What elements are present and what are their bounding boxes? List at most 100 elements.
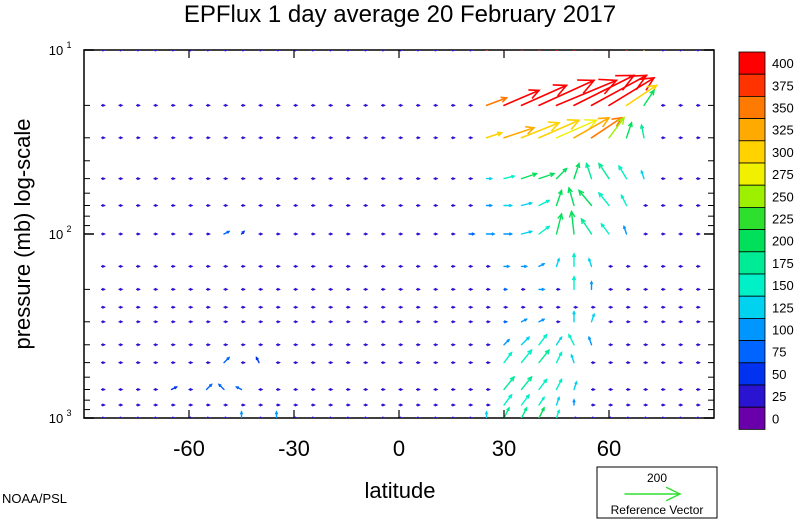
flux-vector xyxy=(170,103,176,108)
flux-vector xyxy=(135,287,141,292)
flux-vector xyxy=(568,209,576,235)
flux-vector xyxy=(380,387,386,392)
flux-vector xyxy=(345,103,351,108)
flux-vector xyxy=(153,176,159,181)
colorbar-label: 150 xyxy=(772,278,794,293)
colorbar-swatch xyxy=(738,406,766,430)
flux-vector xyxy=(118,103,124,108)
flux-vector xyxy=(293,416,299,418)
flux-vector xyxy=(660,176,666,181)
colorbar-label: 100 xyxy=(772,323,794,338)
flux-vector xyxy=(328,387,334,392)
flux-vector xyxy=(275,50,281,52)
flux-vector xyxy=(310,103,316,108)
flux-vector xyxy=(590,360,596,365)
flux-vector xyxy=(240,360,246,365)
flux-vector xyxy=(398,305,404,309)
flux-vector xyxy=(240,203,246,208)
flux-vector xyxy=(485,305,491,309)
flux-vector xyxy=(485,232,496,236)
flux-vector xyxy=(188,50,194,52)
flux-vector xyxy=(170,343,176,347)
reference-vector-box: 200 Reference Vector xyxy=(596,466,718,519)
colorbar-label: 400 xyxy=(772,56,794,71)
flux-vector xyxy=(328,343,334,347)
flux-vector xyxy=(235,386,243,391)
flux-vector xyxy=(240,343,246,347)
flux-vector xyxy=(625,121,633,139)
flux-vector xyxy=(100,232,106,236)
flux-vector xyxy=(328,305,334,309)
flux-vector xyxy=(695,387,701,392)
flux-vector xyxy=(223,103,229,108)
flux-vector xyxy=(118,203,124,208)
flux-vector xyxy=(678,387,684,392)
flux-vector xyxy=(695,416,701,418)
y-tick-exponent: 2 xyxy=(66,224,71,234)
flux-vector xyxy=(660,343,666,347)
flux-vector xyxy=(538,119,581,139)
flux-vector xyxy=(608,264,614,269)
flux-vector xyxy=(538,172,556,180)
flux-vector xyxy=(293,305,299,309)
flux-vector xyxy=(538,199,551,207)
flux-vector xyxy=(135,176,141,181)
flux-vector xyxy=(695,320,701,324)
flux-vector xyxy=(485,387,491,392)
flux-vector xyxy=(100,360,106,365)
flux-vector xyxy=(380,320,386,324)
flux-vector xyxy=(205,50,211,52)
colorbar-swatch xyxy=(738,251,766,275)
flux-vector xyxy=(380,50,386,52)
flux-vector xyxy=(643,232,649,236)
flux-vector xyxy=(345,305,351,309)
flux-vector xyxy=(363,320,369,324)
flux-vector xyxy=(597,191,610,207)
flux-vector xyxy=(310,50,316,52)
flux-vector xyxy=(568,333,575,346)
flux-vector xyxy=(170,287,176,292)
flux-vector xyxy=(415,360,421,365)
flux-vector xyxy=(293,387,299,392)
flux-vector xyxy=(188,343,194,347)
flux-vector xyxy=(170,386,178,391)
flux-vector xyxy=(643,305,649,309)
flux-vector xyxy=(555,408,561,418)
flux-vector xyxy=(450,360,456,365)
flux-vector xyxy=(640,169,645,180)
flux-vector xyxy=(589,280,594,291)
flux-vector xyxy=(555,50,559,51)
flux-vector xyxy=(170,232,176,236)
flux-vector xyxy=(695,103,701,108)
flux-vector xyxy=(170,176,176,181)
flux-vector xyxy=(520,305,526,309)
flux-vector xyxy=(433,176,439,181)
flux-vector xyxy=(415,287,421,292)
flux-vector xyxy=(188,305,194,309)
flux-vector xyxy=(468,264,474,269)
flux-vector xyxy=(555,167,568,180)
flux-vector xyxy=(275,403,281,407)
flux-vector xyxy=(188,103,194,108)
flux-vector xyxy=(345,203,351,208)
flux-vector xyxy=(555,378,563,391)
flux-vector xyxy=(398,232,404,236)
flux-vector xyxy=(205,320,211,324)
flux-vector xyxy=(555,305,561,309)
flux-vector xyxy=(363,176,369,181)
flux-vector xyxy=(643,320,649,324)
flux-vector xyxy=(275,360,281,365)
flux-vector xyxy=(468,416,474,418)
flux-vector xyxy=(240,264,246,269)
flux-vector xyxy=(520,121,561,139)
flux-vector xyxy=(153,387,159,392)
colorbar-swatch xyxy=(738,96,766,120)
x-tick-label: 0 xyxy=(393,436,405,461)
flux-vector xyxy=(643,387,649,392)
flux-vector xyxy=(678,103,684,108)
flux-vector xyxy=(345,320,351,324)
colorbar: 4003753503253002752502252001751501251007… xyxy=(738,51,794,430)
flux-vector xyxy=(275,320,281,324)
flux-vector xyxy=(380,403,386,407)
